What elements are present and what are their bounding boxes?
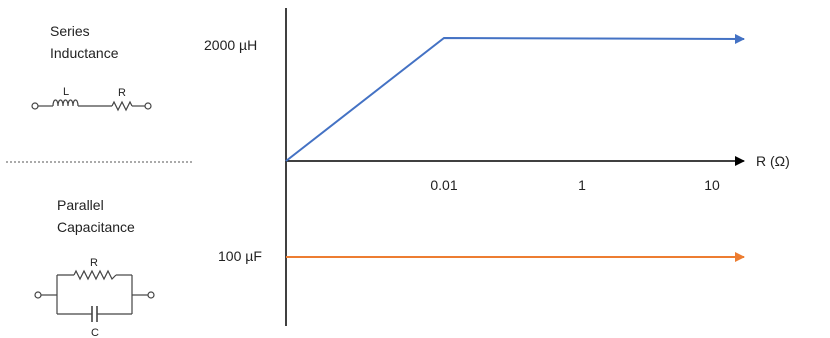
y-label-inductance: 2000 µH — [204, 37, 258, 53]
series-inductance-circuit — [31, 99, 152, 112]
inductor-label: L — [63, 86, 69, 98]
parallel-title-line1: Parallel — [57, 197, 104, 213]
series-title-line2: Inductance — [50, 45, 119, 61]
resistor-zigzag — [111, 100, 133, 112]
terminal-right — [144, 102, 152, 110]
parallel-capacitance-title: Parallel Capacitance — [57, 194, 135, 238]
terminal-left — [34, 291, 42, 299]
capacitor-label: C — [91, 327, 99, 338]
inductor-coil — [52, 99, 79, 107]
resistor-zigzag — [73, 269, 117, 281]
x-tick-0: 0.01 — [430, 177, 458, 193]
x-axis-label: R (Ω) — [756, 153, 790, 169]
terminal-right — [147, 291, 155, 299]
parallel-capacitance-circuit — [34, 269, 155, 322]
resistor-label-series: R — [118, 87, 126, 99]
x-tick-2: 10 — [704, 177, 720, 193]
resistor-label-parallel: R — [90, 257, 98, 269]
parallel-title-line2: Capacitance — [57, 219, 135, 235]
y-label-capacitance: 100 µF — [218, 248, 262, 264]
terminal-left — [31, 102, 39, 110]
x-tick-1: 1 — [578, 177, 586, 193]
series-title-line1: Series — [50, 23, 90, 39]
inductance-curve — [285, 33, 745, 162]
series-inductance-title: Series Inductance — [50, 20, 119, 64]
